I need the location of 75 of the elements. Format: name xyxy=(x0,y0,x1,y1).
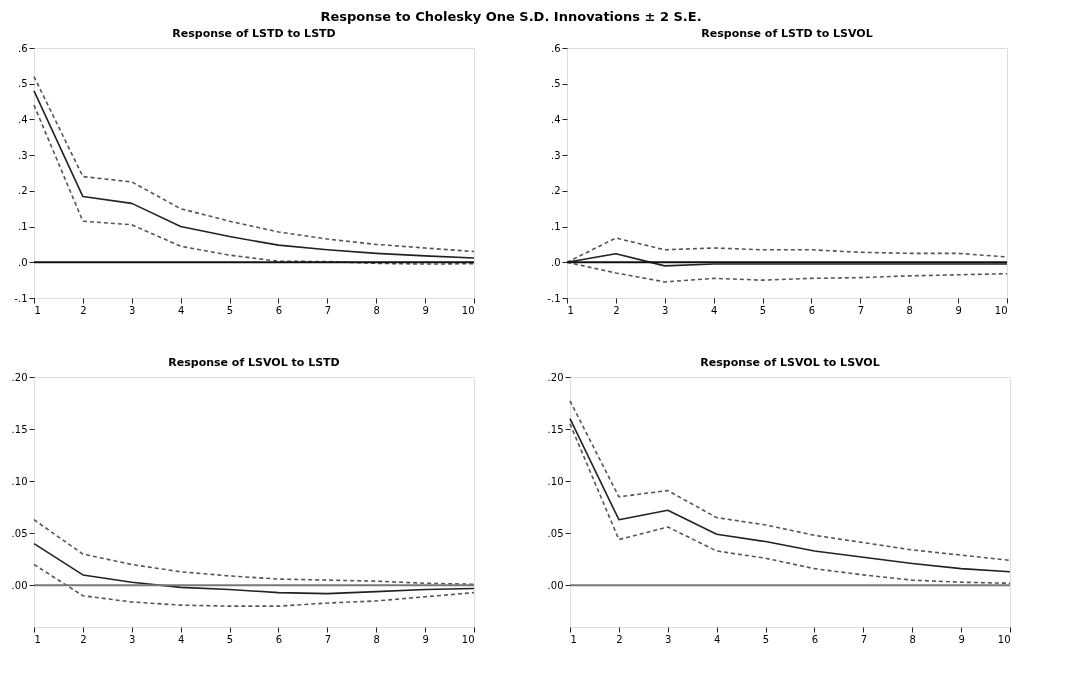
x-tick-label: 8 xyxy=(906,304,913,316)
x-tick-label: 9 xyxy=(955,304,962,316)
y-tick-label: .0 xyxy=(550,256,561,268)
chart-title: Response of LSVOL to LSVOL xyxy=(700,356,880,369)
y-tick-label: .0 xyxy=(17,256,28,268)
y-tick-label: .1 xyxy=(550,221,561,233)
y-tick-label: .05 xyxy=(547,527,564,539)
chart-title: Response of LSTD to LSVOL xyxy=(701,27,873,40)
x-tick-label: 1 xyxy=(34,304,41,316)
y-tick-label: .05 xyxy=(11,527,28,539)
chart-title: Response of LSVOL to LSTD xyxy=(168,356,340,369)
x-tick-label: 1 xyxy=(34,633,41,645)
x-tick-label: 5 xyxy=(762,633,770,645)
x-tick-label: 4 xyxy=(710,304,718,316)
y-tick-label: .2 xyxy=(550,185,561,197)
x-tick-label: 4 xyxy=(177,633,185,645)
x-tick-label: 10 xyxy=(461,633,475,645)
x-tick-label: 2 xyxy=(613,304,620,316)
y-tick-label: .6 xyxy=(550,42,561,54)
y-tick-label: -.1 xyxy=(14,292,28,304)
x-tick-label: 3 xyxy=(662,304,669,316)
x-tick-label: 7 xyxy=(860,633,868,645)
y-tick-label: .00 xyxy=(11,579,28,591)
x-tick-label: 3 xyxy=(129,633,136,645)
x-tick-label: 10 xyxy=(994,304,1008,316)
x-tick-label: 5 xyxy=(226,633,234,645)
y-tick-label: .5 xyxy=(17,78,28,90)
x-tick-label: 6 xyxy=(808,304,816,316)
y-tick-label: .6 xyxy=(17,42,28,54)
x-tick-label: 9 xyxy=(958,633,965,645)
x-tick-label: 7 xyxy=(324,633,332,645)
x-tick-label: 1 xyxy=(567,304,574,316)
y-tick-label: .20 xyxy=(11,371,28,383)
x-tick-label: 1 xyxy=(570,633,577,645)
y-tick-label: .00 xyxy=(547,579,564,591)
x-tick-label: 9 xyxy=(422,633,429,645)
y-tick-label: .2 xyxy=(17,185,28,197)
x-tick-label: 5 xyxy=(226,304,234,316)
x-tick-label: 9 xyxy=(422,304,429,316)
y-tick-label: .10 xyxy=(11,475,28,487)
y-tick-label: .20 xyxy=(547,371,564,383)
text: Response to Cholesky One S.D. Innovations ± 2 S.E. xyxy=(320,8,702,24)
y-tick-label: .15 xyxy=(547,423,564,435)
x-tick-label: 8 xyxy=(909,633,916,645)
line-series xyxy=(33,563,475,607)
x-tick-label: 4 xyxy=(177,304,185,316)
y-tick-label: .10 xyxy=(547,475,564,487)
y-tick-label: .1 xyxy=(17,221,28,233)
chart-title: Response of LSTD to LSTD xyxy=(172,27,336,40)
y-tick-label: .15 xyxy=(11,423,28,435)
y-tick-label: -.1 xyxy=(547,292,561,304)
x-tick-label: 7 xyxy=(324,304,332,316)
y-tick-label: .4 xyxy=(17,113,28,125)
x-tick-label: 10 xyxy=(997,633,1011,645)
x-tick-label: 2 xyxy=(80,633,87,645)
y-tick-label: .3 xyxy=(550,149,561,161)
x-tick-label: 8 xyxy=(373,304,380,316)
x-tick-label: 7 xyxy=(857,304,865,316)
x-tick-label: 8 xyxy=(373,633,380,645)
x-tick-label: 3 xyxy=(129,304,136,316)
x-tick-label: 2 xyxy=(80,304,87,316)
y-tick-label: .5 xyxy=(550,78,561,90)
line-series xyxy=(33,542,475,595)
y-tick-label: .4 xyxy=(550,113,561,125)
y-tick-label: .3 xyxy=(17,149,28,161)
x-tick-label: 5 xyxy=(759,304,767,316)
x-tick-label: 4 xyxy=(713,633,721,645)
x-tick-label: 2 xyxy=(616,633,623,645)
x-tick-label: 6 xyxy=(275,633,283,645)
x-tick-label: 6 xyxy=(811,633,819,645)
x-tick-label: 6 xyxy=(275,304,283,316)
line-series xyxy=(33,518,475,586)
line-series xyxy=(569,400,1011,562)
x-tick-label: 10 xyxy=(461,304,475,316)
x-tick-label: 3 xyxy=(665,633,672,645)
